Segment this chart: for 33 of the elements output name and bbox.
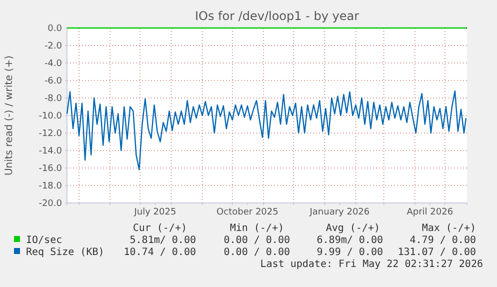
line-series [66,90,467,170]
x-tick-label: October 2025 [216,207,278,218]
text: 5.81m/ 0.00 [130,235,196,246]
legend-label: Req Size (KB) [26,247,104,258]
x-tick-label: July 2025 [133,207,176,218]
text: Max (-/+) [422,223,476,234]
text: Cur (-/+) [132,223,187,234]
legend-label: IO/sec [26,235,62,246]
y-tick-label: -12.0 [38,128,62,139]
y-tick-label: -6.0 [44,76,62,86]
text: 4.79 / 0.00 [410,235,476,246]
text: 6.89m/ 0.00 [316,235,383,246]
text: Last update: Fri May 22 02:31:27 2026 [260,259,483,270]
y-tick-label: -2.0 [44,41,62,52]
y-tick-label: -20.0 [38,198,62,209]
y-tick-label: -16.0 [38,164,62,174]
y-tick-label: -10.0 [38,111,62,122]
text: Avg (-/+) [326,223,380,234]
y-axis-title: Units read (-) / write (+) [4,55,15,176]
y-tick-label: -4.0 [44,58,62,69]
y-tick-label: -14.0 [38,146,62,156]
chart-title: IOs for /dev/loop1 - by year [194,9,360,23]
text: Min (-/+) [230,223,284,234]
text: 131.07 / 0.00 [398,247,476,258]
y-tick-label: -18.0 [38,181,62,192]
y-tick-label: -8.0 [44,94,62,104]
text: 10.74 / 0.00 [124,247,196,258]
x-tick-label: April 2026 [406,207,454,218]
text: 0.00 / 0.00 [224,247,290,258]
text: 0.00 / 0.00 [224,235,290,246]
text: 9.99 / 0.00 [316,247,383,258]
x-tick-label: January 2026 [308,207,370,218]
y-tick-label: 0.0 [48,24,62,34]
